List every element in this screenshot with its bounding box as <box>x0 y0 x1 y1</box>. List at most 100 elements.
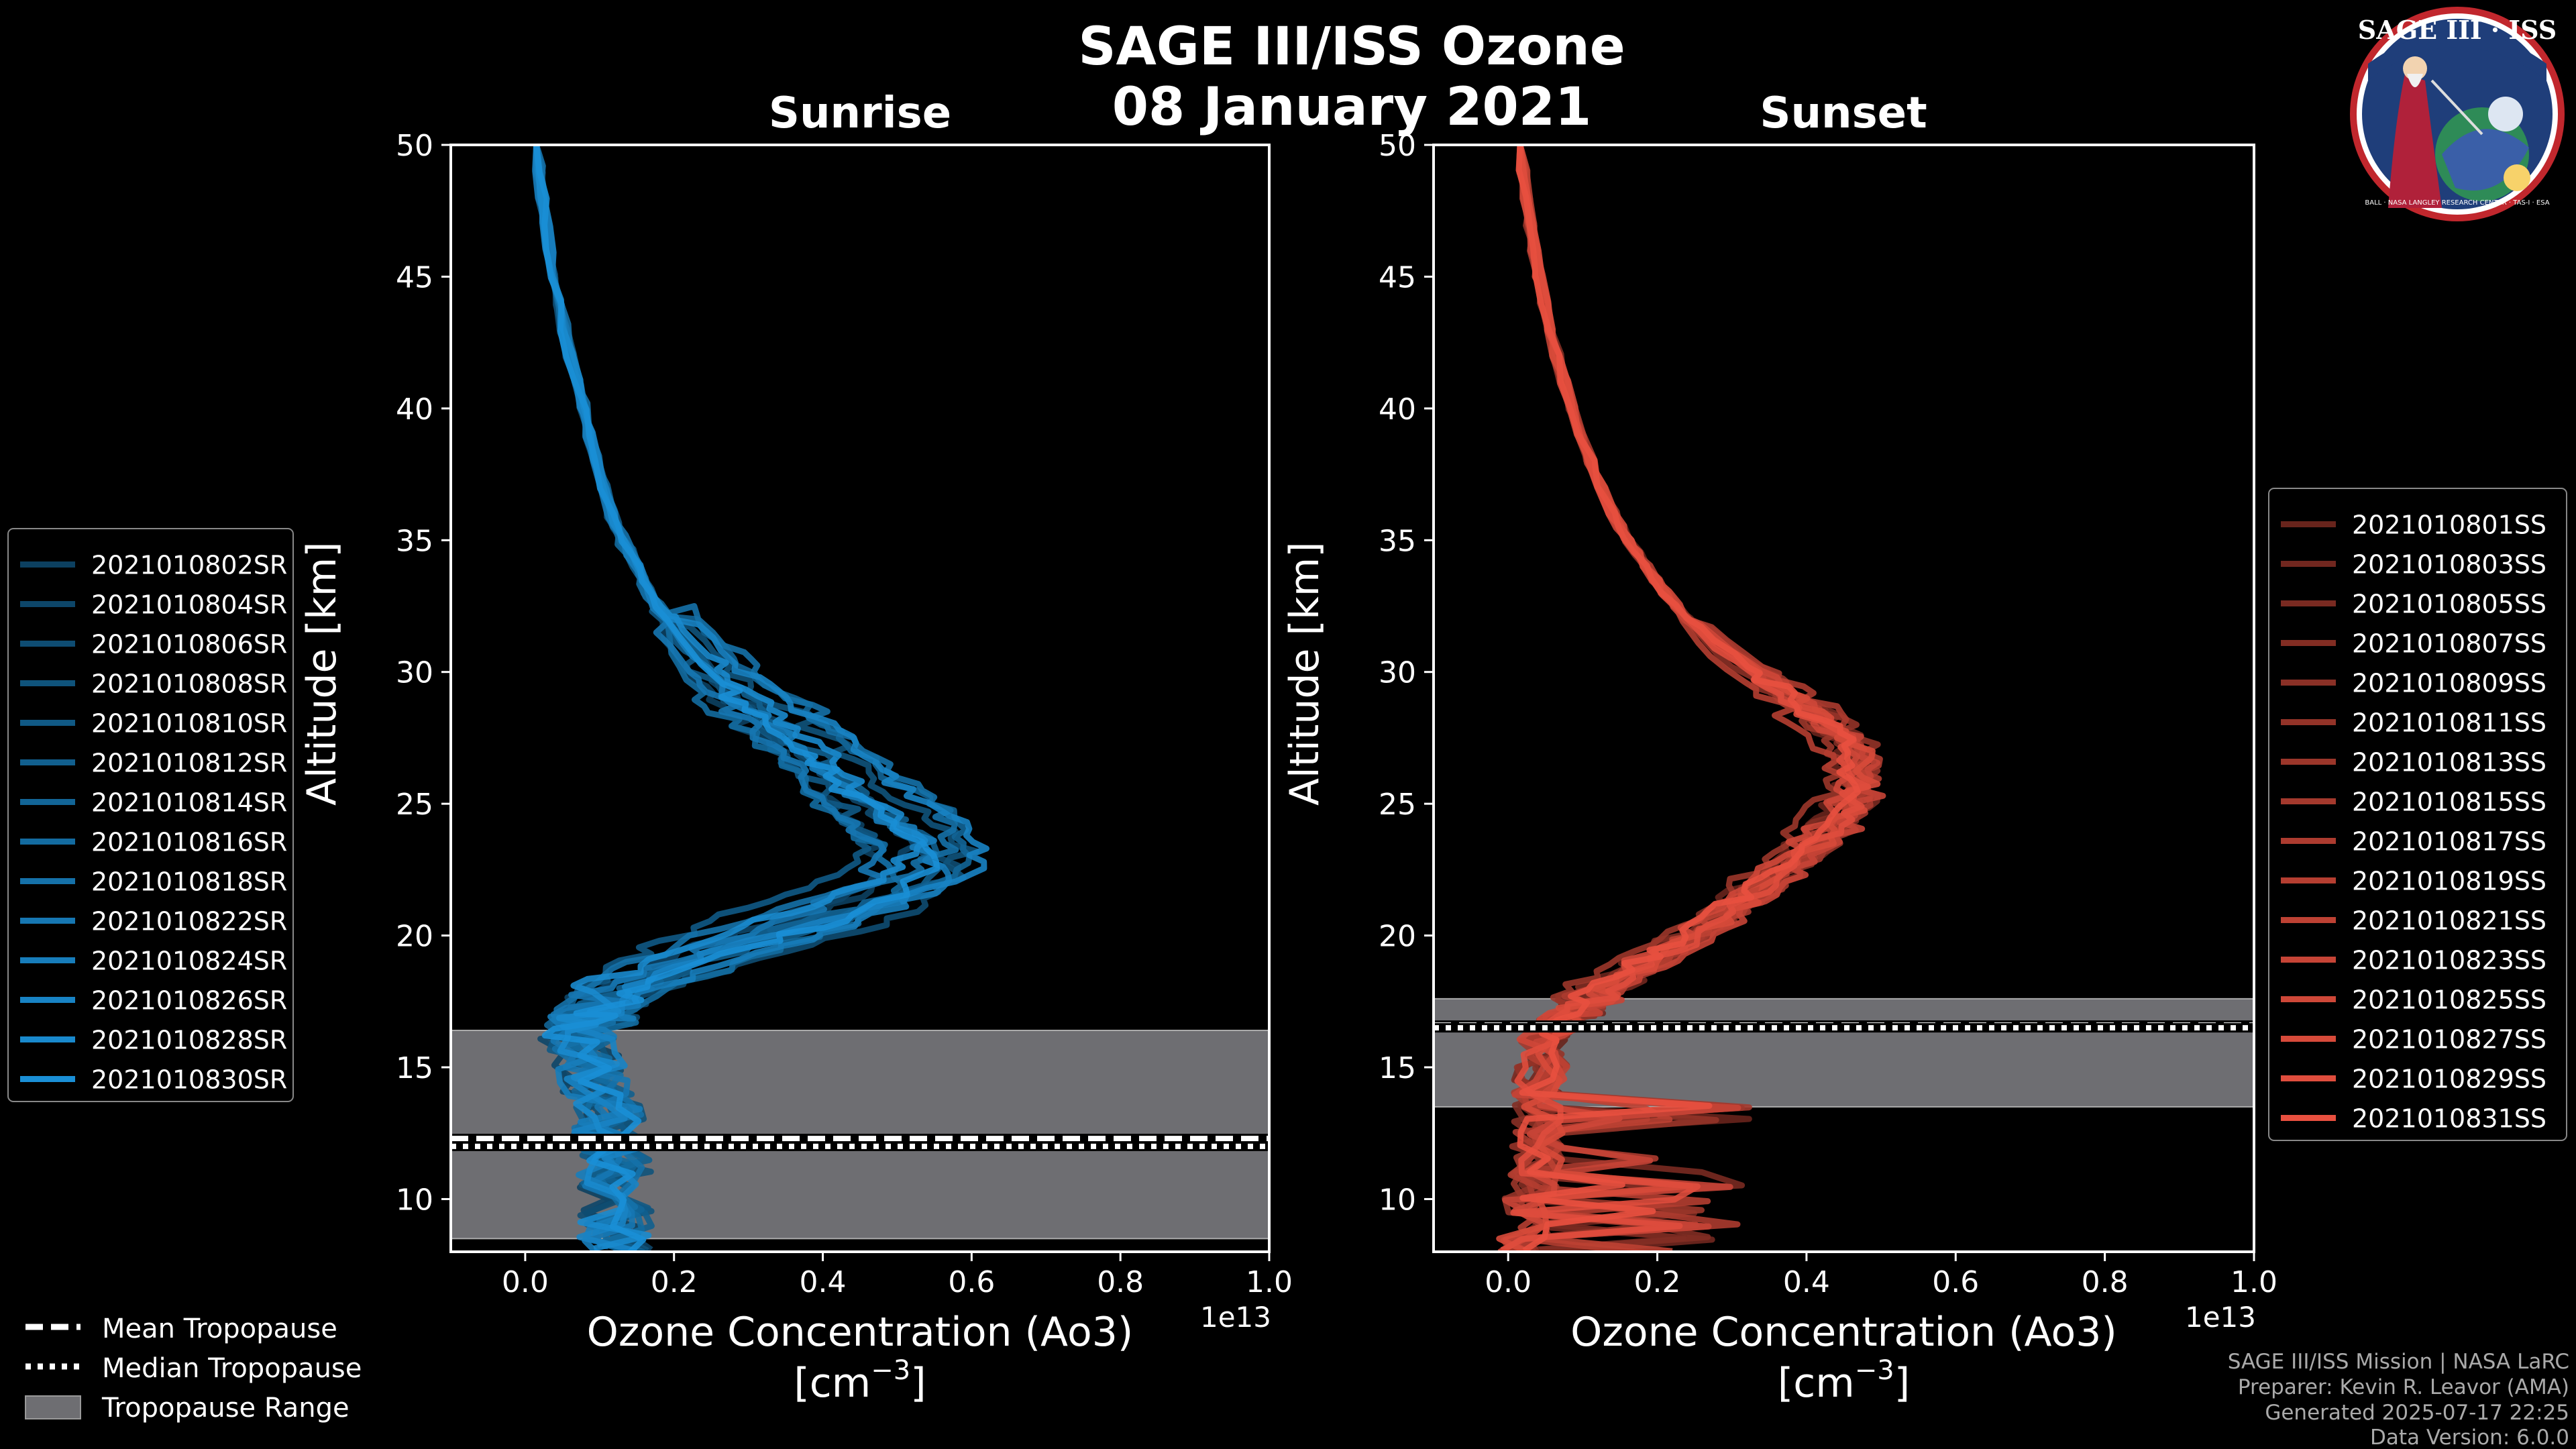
logo-banner <box>2368 31 2546 80</box>
axes-frame <box>449 144 1271 1253</box>
profile-line-2021010830SR <box>533 145 941 1252</box>
x-tick-label: 0.0 <box>502 1265 549 1299</box>
credit-line-3: Generated 2025-07-17 22:25 <box>2265 1401 2569 1425</box>
legend-label-2021010818SR: 2021010818SR <box>91 867 287 897</box>
legend-label-2021010805SS: 2021010805SS <box>2352 590 2546 619</box>
panel-title: Sunrise <box>769 89 951 138</box>
y-tick-label: 35 <box>396 524 433 558</box>
x-tick-label: 1.0 <box>1246 1265 1293 1299</box>
y-tick-label: 30 <box>1379 656 1416 690</box>
legend-label-2021010810SR: 2021010810SR <box>91 709 287 739</box>
y-tick-label: 15 <box>1379 1051 1416 1085</box>
legend-label-2021010828SR: 2021010828SR <box>91 1026 287 1055</box>
sage-mission-logo: SAGE III · ISS BALL · NASA LANGLEY RESEA… <box>2350 7 2565 221</box>
x-tick-label: 0.8 <box>1097 1265 1144 1299</box>
y-tick-label: 50 <box>396 129 433 163</box>
legend-label-2021010821SS: 2021010821SS <box>2352 906 2546 936</box>
sunrise-legend: 2021010802SR 2021010804SR 2021010806SR 2021… <box>7 528 294 1102</box>
logo-figure-robe <box>2388 74 2442 208</box>
x-axis-label-unit: [cm <box>794 1360 871 1407</box>
logo-figure-beard <box>2407 74 2423 87</box>
logo-ring-text: BALL · NASA LANGLEY RESEARCH CENTER · TA… <box>2365 199 2549 207</box>
legend-label-2021010827SS: 2021010827SS <box>2352 1025 2546 1055</box>
x-scale-note: 1e13 <box>1200 1301 1271 1334</box>
profile-lines <box>532 145 989 1252</box>
legend-label-2021010815SS: 2021010815SS <box>2352 788 2546 817</box>
legend-label-2021010813SS: 2021010813SS <box>2352 748 2546 777</box>
y-tick-label: 20 <box>396 920 433 954</box>
y-tick-label: 40 <box>396 392 433 427</box>
legend-label-2021010803SS: 2021010803SS <box>2352 550 2546 580</box>
profile-line-2021010831SS <box>1515 145 1861 1252</box>
x-tick-label: 0.2 <box>1634 1265 1681 1299</box>
y-tick-label: 10 <box>1379 1183 1416 1217</box>
x-axis-label-exponent: −3 <box>1855 1355 1894 1386</box>
x-axis-label-bracket: ] <box>910 1360 926 1407</box>
legend-box <box>2268 488 2567 1141</box>
credit-line-2: Preparer: Kevin R. Leavor (AMA) <box>2238 1375 2569 1399</box>
sunset-panel: Sunset 0.0 0.2 0.4 0.6 0.8 1.0 10 15 20 25 30 35 40 45… <box>1281 89 2277 1407</box>
axes-frame <box>1432 144 2255 1253</box>
x-axis-label-line1: Ozone Concentration (Ao3) <box>587 1309 1134 1356</box>
y-tick-label: 45 <box>396 260 433 294</box>
x-tick-label: 0.2 <box>651 1265 698 1299</box>
legend-label-2021010824SR: 2021010824SR <box>91 947 287 976</box>
legend-label-2021010806SR: 2021010806SR <box>91 630 287 659</box>
x-axis-label-line1: Ozone Concentration (Ao3) <box>1570 1309 2117 1356</box>
panel-title: Sunset <box>1760 89 1927 138</box>
y-tick-label: 25 <box>1379 788 1416 822</box>
y-axis-label: Altitude [km] <box>1281 541 1328 806</box>
y-tick-label: 30 <box>396 656 433 690</box>
credit-line-4: Data Version: 6.0.0 <box>2370 1426 2569 1449</box>
x-axis-label-unit: [cm <box>1778 1360 1855 1407</box>
x-tick-label: 0.0 <box>1485 1265 1532 1299</box>
logo-moon <box>2488 97 2523 131</box>
legend-label-2021010822SR: 2021010822SR <box>91 907 287 936</box>
sunrise-panel: Sunrise 0.0 0.2 0.4 0.6 0.8 1.0 10 15 20 25 30 35 40 4… <box>299 89 1293 1407</box>
legend-label-2021010823SS: 2021010823SS <box>2352 946 2546 975</box>
y-tick-label: 50 <box>1379 129 1416 163</box>
legend-label-2021010817SS: 2021010817SS <box>2352 827 2546 857</box>
y-tick-label: 15 <box>396 1051 433 1085</box>
profile-lines <box>1496 145 1886 1252</box>
y-tick-label: 40 <box>1379 392 1416 427</box>
legend-label-2021010819SS: 2021010819SS <box>2352 867 2546 896</box>
legend-label-2021010809SS: 2021010809SS <box>2352 669 2546 698</box>
legend-label-2021010829SS: 2021010829SS <box>2352 1065 2546 1094</box>
legend-box <box>7 528 294 1102</box>
legend-label-2021010807SS: 2021010807SS <box>2352 629 2546 659</box>
legend-label-2021010801SS: 2021010801SS <box>2352 511 2546 540</box>
legend-label-2021010808SR: 2021010808SR <box>91 669 287 699</box>
logo-text: SAGE III · ISS <box>2358 15 2557 45</box>
y-axis-label: Altitude [km] <box>299 541 345 806</box>
tropopause-range-label: Tropopause Range <box>101 1393 350 1424</box>
x-axis-label-bracket: ] <box>1894 1360 1910 1407</box>
x-axis-label-line2: [cm−3] <box>1778 1355 1910 1407</box>
credits: SAGE III/ISS Mission | NASA LaRC Prepare… <box>2228 1350 2569 1449</box>
legend-label-2021010826SR: 2021010826SR <box>91 986 287 1016</box>
x-tick-label: 0.8 <box>2082 1265 2129 1299</box>
figure-title-line2: 08 January 2021 <box>1112 77 1592 138</box>
legend-label-2021010825SS: 2021010825SS <box>2352 985 2546 1015</box>
tropopause-legend: Mean Tropopause Median Tropopause Tropop… <box>25 1313 362 1424</box>
legend-label-2021010816SR: 2021010816SR <box>91 828 287 857</box>
credit-line-1: SAGE III/ISS Mission | NASA LaRC <box>2228 1350 2569 1374</box>
legend-label-2021010814SR: 2021010814SR <box>91 788 287 818</box>
x-tick-label: 0.4 <box>800 1265 847 1299</box>
legend-label-2021010812SR: 2021010812SR <box>91 749 287 778</box>
x-tick-label: 0.6 <box>1932 1265 1979 1299</box>
logo-sun <box>2504 164 2530 191</box>
y-tick-label: 25 <box>396 788 433 822</box>
x-axis-label-line2: [cm−3] <box>794 1355 926 1407</box>
y-tick-label: 45 <box>1379 260 1416 294</box>
x-scale-note: 1e13 <box>2185 1301 2256 1334</box>
logo-light-ray <box>2430 79 2483 136</box>
legend-label-2021010830SR: 2021010830SR <box>91 1065 287 1095</box>
sunset-legend: 2021010801SS 2021010803SS 2021010805SS 2021… <box>2268 488 2567 1141</box>
legend-label-2021010802SR: 2021010802SR <box>91 551 287 580</box>
legend-label-2021010831SS: 2021010831SS <box>2352 1104 2546 1134</box>
x-tick-label: 0.6 <box>948 1265 995 1299</box>
x-tick-label: 0.4 <box>1783 1265 1830 1299</box>
